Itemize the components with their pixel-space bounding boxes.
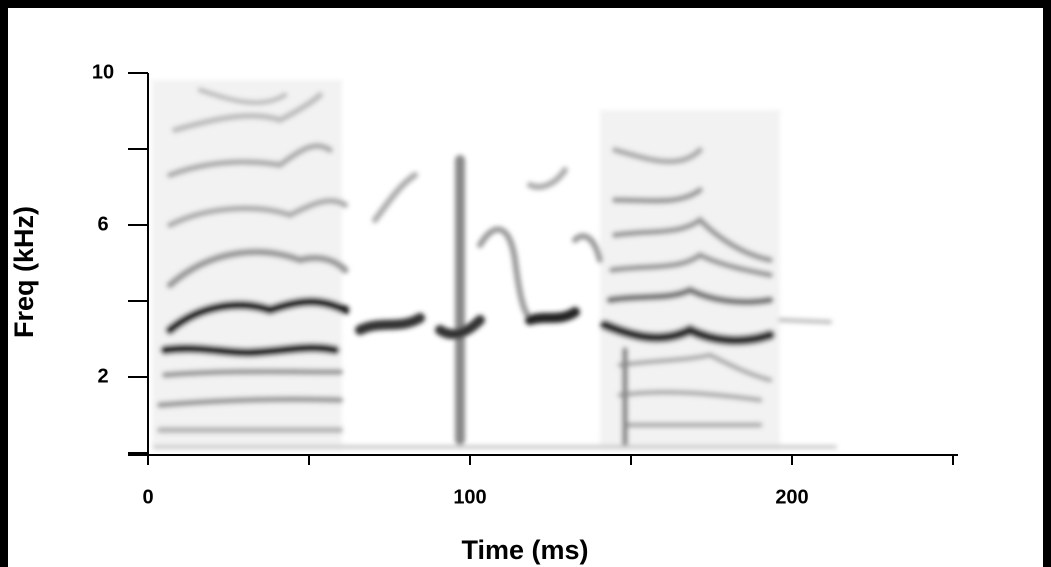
x-axis-title: Time (ms) xyxy=(461,535,588,565)
x-tick-label: 100 xyxy=(453,486,486,508)
y-axis-title: Freq (kHz) xyxy=(9,206,39,338)
x-tick-label: 0 xyxy=(142,486,153,508)
y-tick-label: 10 xyxy=(92,61,114,83)
spectrogram-image xyxy=(152,80,837,450)
x-tick-label: 200 xyxy=(775,486,808,508)
y-tick-label: 6 xyxy=(97,213,108,235)
y-tick-label: 2 xyxy=(97,365,108,387)
